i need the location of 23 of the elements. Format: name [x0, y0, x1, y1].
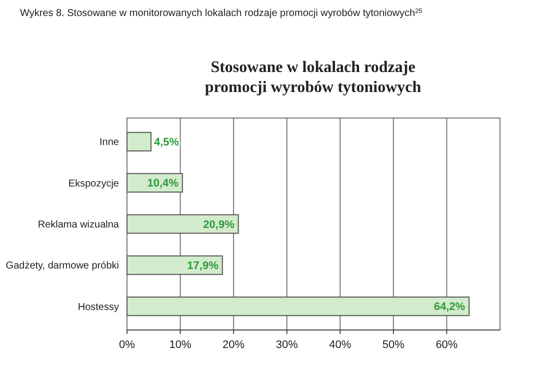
x-tick-label: 20%: [222, 339, 245, 351]
y-tick-label: Gadżety, darmowe próbki: [6, 260, 119, 272]
x-tick-label: 30%: [276, 339, 298, 351]
chart-title: Stosowane w lokalach rodzaje promocji wyrobów tytoniowych: [204, 59, 422, 96]
text: Wykres 8. Stosowane w monitorowanych lokalach rodzaje promocji wyrobów tytoniowych$^{25}$: [20, 8, 423, 19]
x-tick-label: 40%: [329, 339, 352, 351]
data-label: 17,9%: [187, 260, 219, 272]
bar: [126, 132, 152, 152]
bar: [126, 255, 223, 275]
x-tick-label: 60%: [436, 339, 458, 351]
data-label: 4,5%: [154, 136, 180, 149]
y-tick-label: Inne: [100, 137, 120, 148]
y-tick-label: Hostessy: [78, 302, 119, 313]
data-label: 20,9%: [203, 218, 235, 231]
x-tick-label: 10%: [169, 339, 192, 351]
x-tick-label: 0%: [119, 339, 136, 351]
y-tick-label: Reklama wizualna: [38, 220, 120, 230]
data-label: 10,4%: [147, 178, 179, 190]
data-label: 64,2%: [434, 301, 466, 314]
bar: [126, 214, 239, 234]
x-tick-label: 50%: [382, 339, 405, 351]
y-tick-label: Ekspozycje: [68, 178, 120, 190]
bar: [126, 296, 470, 316]
